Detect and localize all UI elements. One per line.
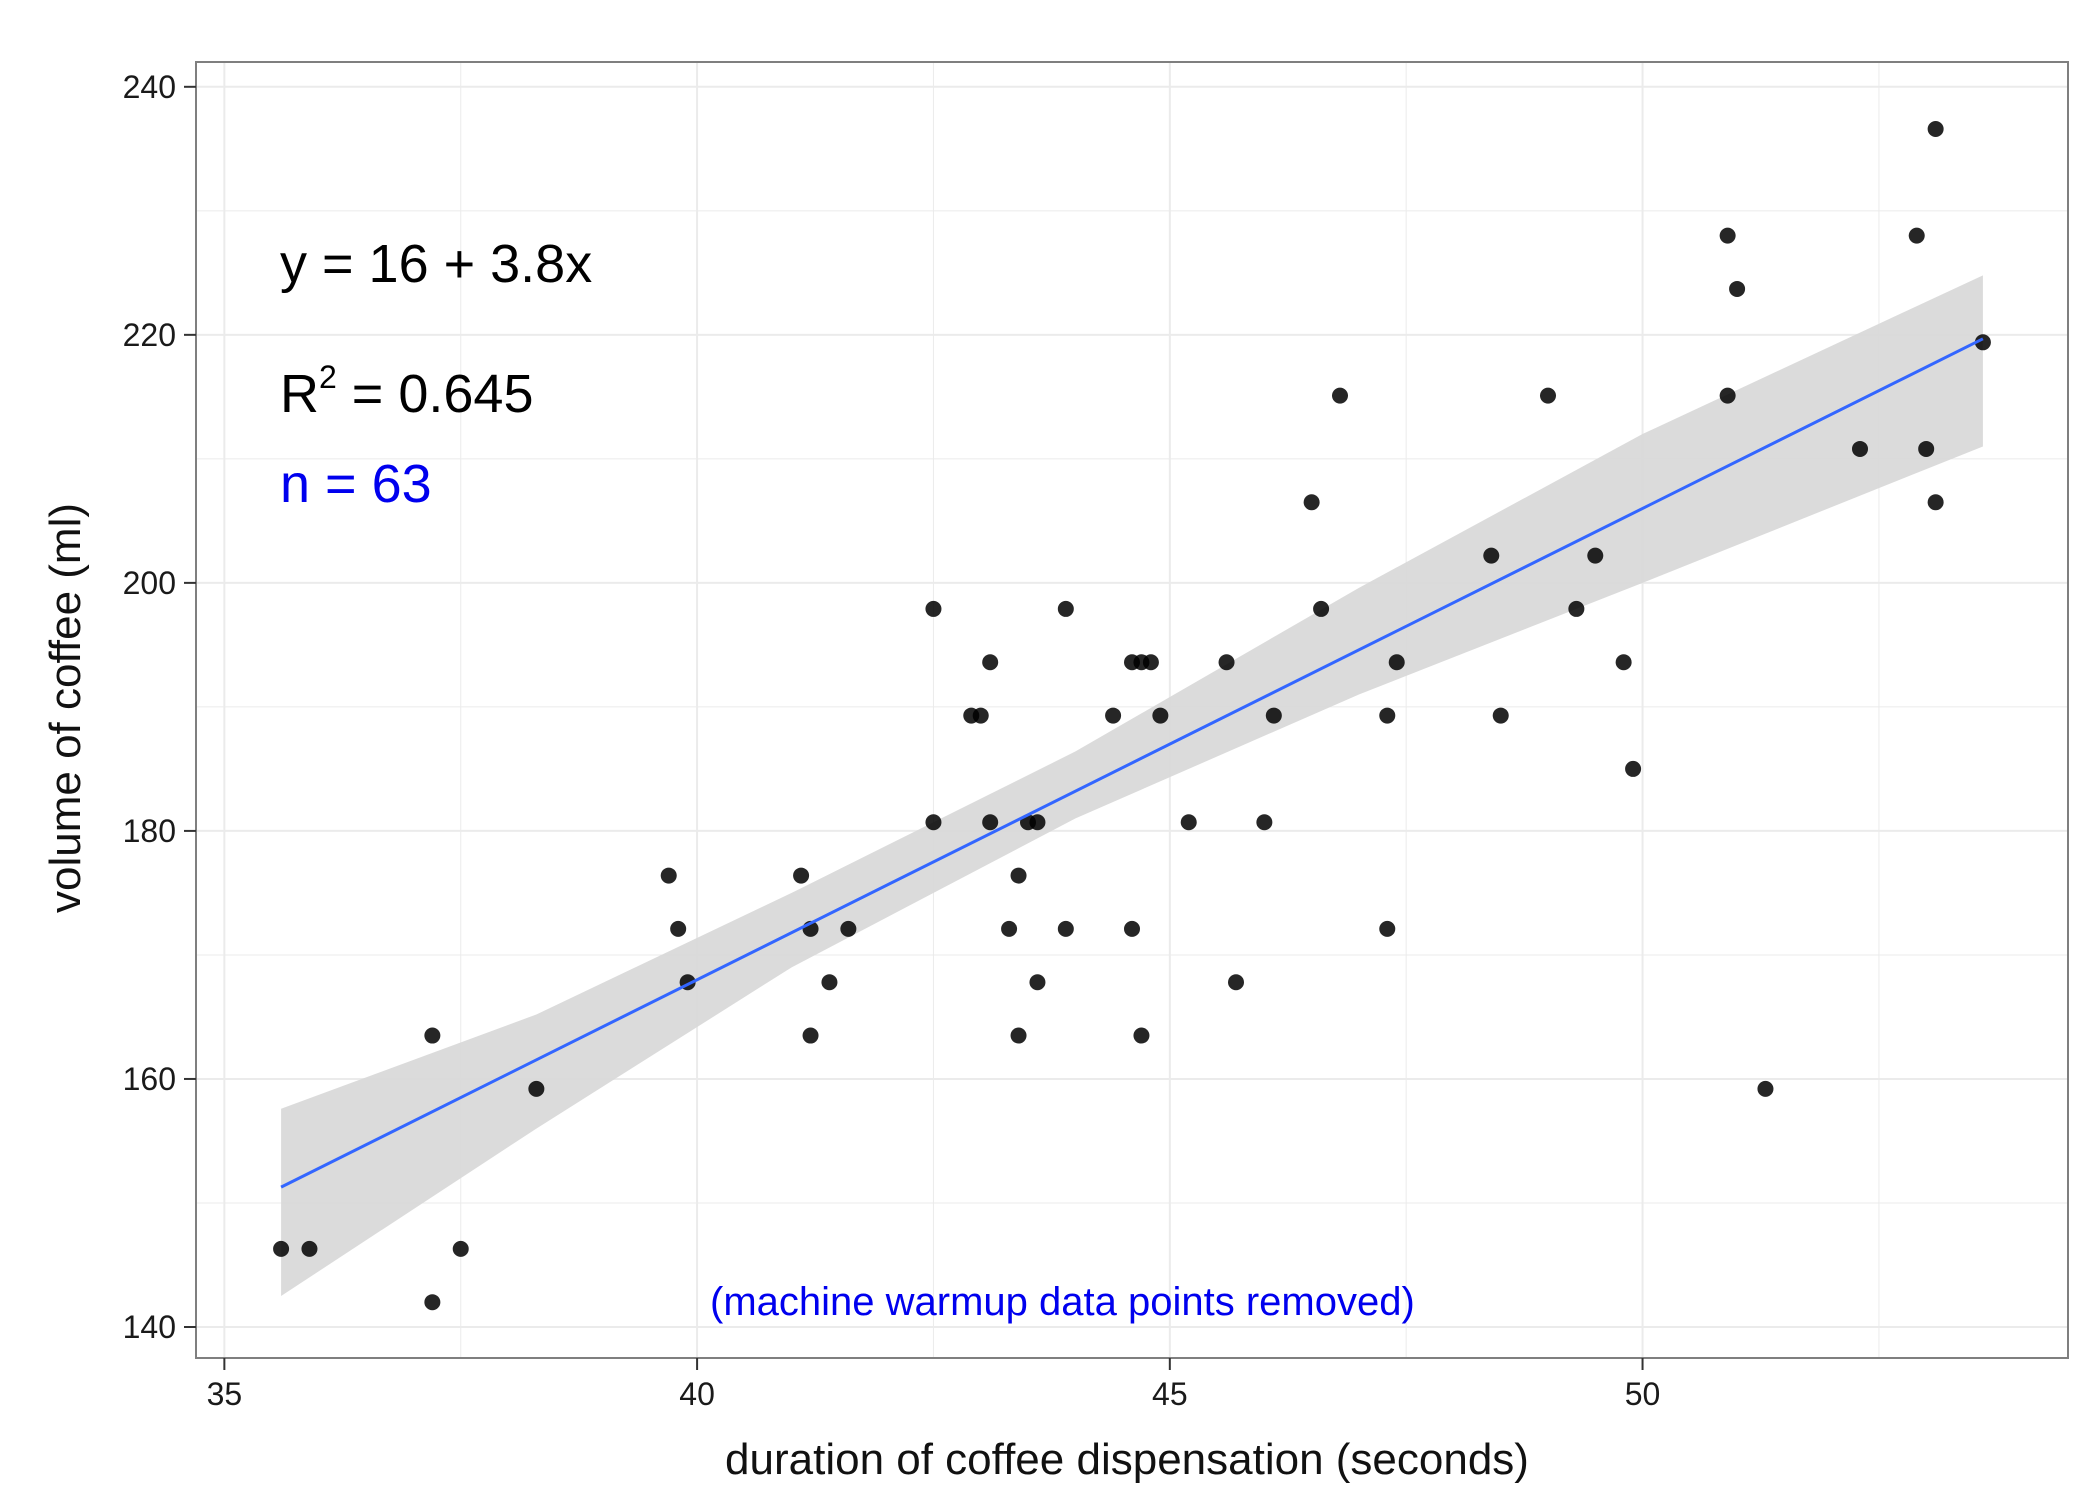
- y-tick-label: 180: [123, 813, 176, 849]
- data-point: [1152, 707, 1169, 724]
- data-point: [273, 1240, 290, 1257]
- data-point: [1729, 280, 1746, 297]
- confidence-band: [281, 275, 1983, 1296]
- plot-panel-border: [195, 61, 2069, 1359]
- data-point: [1332, 387, 1348, 404]
- data-point: [670, 920, 687, 937]
- data-point: [1625, 760, 1642, 777]
- x-axis-title: duration of coffee dispensation (seconds…: [725, 1435, 1529, 1484]
- x-tick-label: 40: [679, 1376, 715, 1412]
- data-point: [1124, 920, 1140, 937]
- data-point: [1974, 334, 1991, 351]
- data-point: [982, 814, 999, 831]
- data-point: [793, 867, 810, 884]
- data-point: [1010, 867, 1027, 884]
- r-squared-symbol: R: [280, 364, 319, 424]
- data-point: [972, 707, 989, 724]
- data-point: [1918, 440, 1935, 457]
- data-point: [424, 1294, 441, 1311]
- y-axis: 140 160 180 200 220 240: [123, 69, 196, 1345]
- x-tick-label: 50: [1625, 1376, 1661, 1412]
- data-point: [1010, 1027, 1027, 1044]
- data-point: [1483, 547, 1500, 564]
- x-tick-label: 35: [207, 1376, 243, 1412]
- regression-line-path: [280, 337, 1984, 1189]
- regression-line: [280, 337, 1984, 1189]
- data-point: [528, 1080, 545, 1097]
- data-point: [1388, 654, 1405, 671]
- equation-annotation: y = 16 + 3.8x: [280, 234, 592, 294]
- data-point: [660, 867, 677, 884]
- y-tick-label: 140: [123, 1309, 176, 1345]
- data-point: [424, 1027, 441, 1044]
- r-squared-value: = 0.645: [337, 364, 534, 424]
- data-points: [273, 120, 1991, 1311]
- data-point: [1379, 707, 1396, 724]
- data-point: [1142, 654, 1159, 671]
- data-point: [1379, 920, 1396, 937]
- x-tick-label: 45: [1152, 1376, 1188, 1412]
- data-point: [1757, 1080, 1774, 1097]
- r-squared-superscript: 2: [319, 359, 337, 395]
- data-point: [1256, 814, 1273, 831]
- x-axis: 35 40 45 50: [207, 1358, 1661, 1412]
- data-point: [925, 814, 942, 831]
- data-point: [1133, 1027, 1150, 1044]
- data-point: [1218, 654, 1235, 671]
- data-point: [1719, 227, 1736, 244]
- y-tick-label: 200: [123, 565, 176, 601]
- data-point: [1719, 387, 1736, 404]
- data-point: [1105, 707, 1122, 724]
- data-point: [1927, 494, 1944, 511]
- data-point: [301, 1240, 318, 1257]
- sample-size-annotation: n = 63: [280, 454, 432, 514]
- data-point: [1057, 600, 1074, 617]
- y-tick-label: 220: [123, 317, 176, 353]
- data-point: [1313, 600, 1330, 617]
- data-point: [1492, 707, 1509, 724]
- data-point: [1180, 814, 1197, 831]
- data-point: [1029, 974, 1046, 991]
- footnote-annotation: (machine warmup data points removed): [710, 1280, 1415, 1324]
- data-point: [1587, 547, 1604, 564]
- data-point: [1303, 494, 1320, 511]
- r-squared-annotation: R2 = 0.645: [280, 359, 533, 424]
- data-point: [821, 974, 838, 991]
- data-point: [1908, 227, 1925, 244]
- data-point: [925, 600, 942, 617]
- confidence-band-area: [281, 275, 1983, 1296]
- data-point: [1001, 920, 1018, 937]
- y-tick-label: 240: [123, 69, 176, 105]
- data-point: [452, 1240, 469, 1257]
- data-point: [982, 654, 999, 671]
- data-point: [802, 1027, 819, 1044]
- data-point: [1568, 600, 1585, 617]
- data-point: [1265, 707, 1282, 724]
- y-tick-label: 160: [123, 1061, 176, 1097]
- data-point: [1615, 654, 1632, 671]
- data-point: [1540, 387, 1556, 404]
- data-point: [1057, 920, 1074, 937]
- data-point: [1029, 814, 1046, 831]
- data-point: [1927, 120, 1944, 137]
- data-point: [1228, 974, 1244, 991]
- data-point: [840, 920, 857, 937]
- y-axis-title: volume of coffee (ml): [41, 503, 90, 913]
- data-point: [1852, 440, 1868, 457]
